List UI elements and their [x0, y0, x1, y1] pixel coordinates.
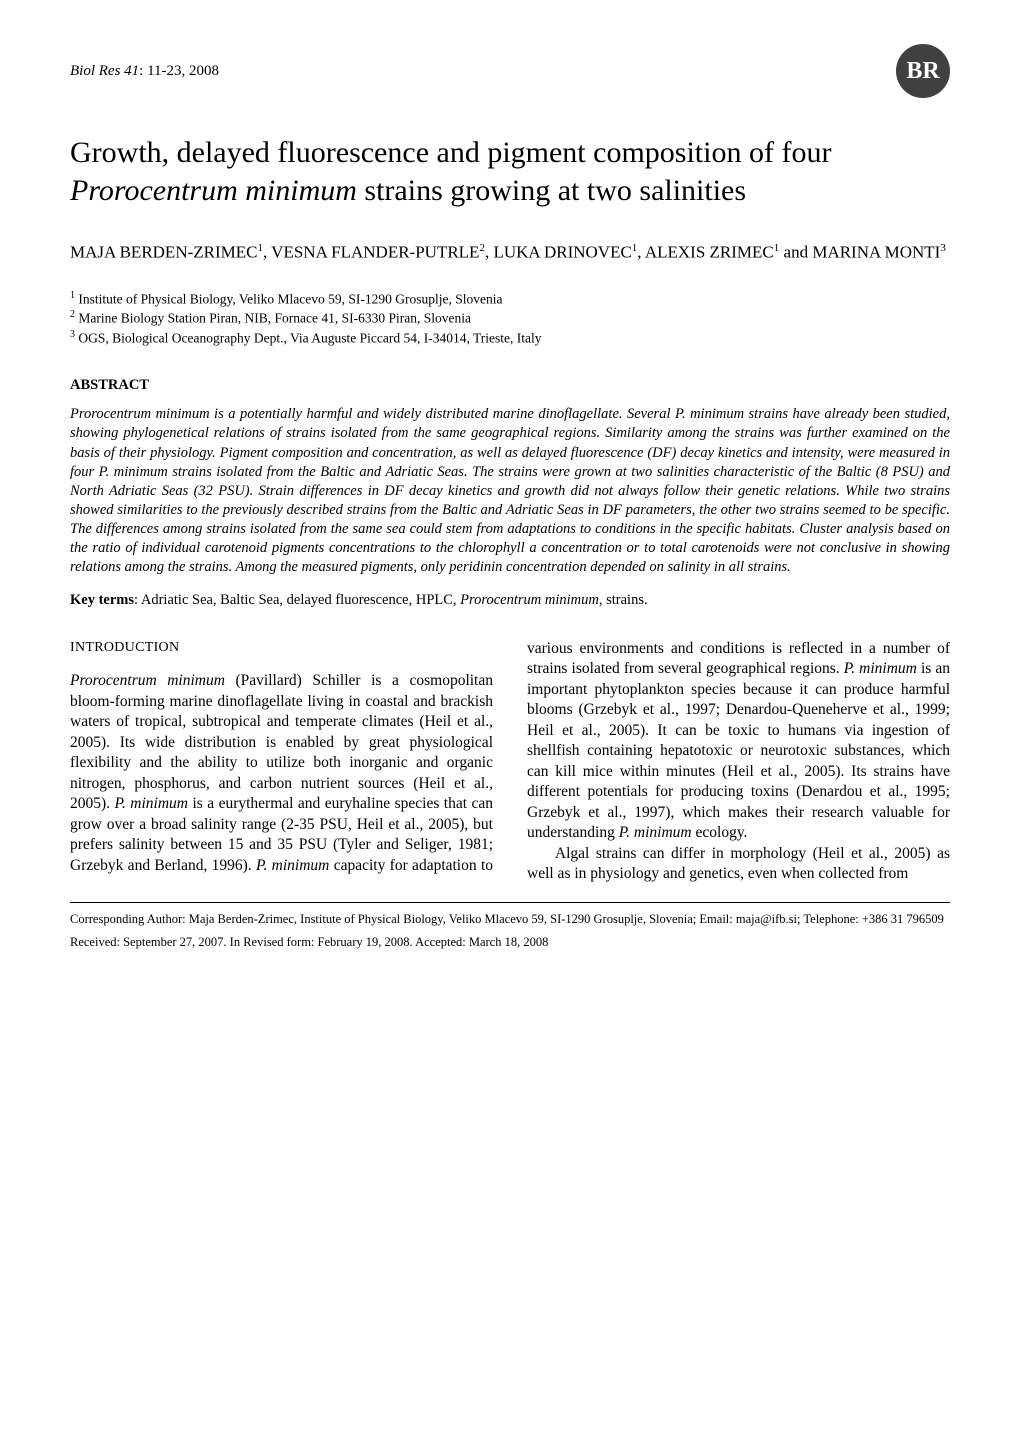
keywords-block: Key terms: Adriatic Sea, Baltic Sea, del…	[70, 591, 950, 611]
abstract-heading: ABSTRACT	[70, 376, 950, 396]
intro-p1-sp5: P. minimum	[619, 824, 692, 841]
intro-p1-sp4: P. minimum	[844, 660, 917, 677]
title-post: strains growing at two salinities	[357, 174, 746, 207]
title-species: Prorocentrum minimum	[70, 174, 357, 207]
keywords-label: Key terms	[70, 592, 134, 608]
keywords-pre: : Adriatic Sea, Baltic Sea, delayed fluo…	[134, 592, 460, 608]
author-2: , VESNA FLANDER-PUTRLE	[263, 243, 479, 262]
intro-p1-t4: is an important phytoplankton species be…	[527, 660, 950, 841]
aff-1-text: Institute of Physical Biology, Veliko Ml…	[75, 291, 502, 306]
author-1: MAJA BERDEN-ZRIMEC	[70, 243, 257, 262]
intro-p1-sp3: P. minimum	[256, 857, 329, 874]
author-4: , ALEXIS ZRIMEC	[637, 243, 773, 262]
corresponding-author: Corresponding Author: Maja Berden-Zrimec…	[70, 911, 950, 928]
affiliation-2: 2 Marine Biology Station Piran, NIB, For…	[70, 308, 950, 328]
keywords-post: , strains.	[599, 592, 648, 608]
abstract-body: Prorocentrum minimum is a potentially ha…	[70, 405, 950, 577]
footnotes-block: Corresponding Author: Maja Berden-Zrimec…	[70, 911, 950, 951]
intro-paragraph-2: Algal strains can differ in morphology (…	[527, 844, 950, 885]
article-body: INTRODUCTION Prorocentrum minimum (Pavil…	[70, 639, 950, 884]
introduction-heading: INTRODUCTION	[70, 639, 493, 657]
journal-name: Biol Res 41	[70, 63, 139, 79]
aff-3-text: OGS, Biological Oceanography Dept., Via …	[75, 331, 542, 346]
affiliation-3: 3 OGS, Biological Oceanography Dept., Vi…	[70, 328, 950, 348]
authors-block: MAJA BERDEN-ZRIMEC1, VESNA FLANDER-PUTRL…	[70, 241, 950, 265]
author-3: , LUKA DRINOVEC	[485, 243, 632, 262]
intro-p1-t5: ecology.	[692, 824, 748, 841]
br-logo-icon: BR	[896, 44, 950, 98]
intro-p1-t1: (Pavillard) Schiller is a cosmopolitan b…	[70, 672, 493, 812]
affiliations-block: 1 Institute of Physical Biology, Veliko …	[70, 289, 950, 348]
journal-pages: : 11-23, 2008	[139, 63, 219, 79]
intro-p1-sp1: Prorocentrum minimum	[70, 672, 225, 689]
journal-citation: Biol Res 41: 11-23, 2008	[70, 61, 219, 81]
title-pre: Growth, delayed fluorescence and pigment…	[70, 136, 831, 169]
intro-p1-sp2: P. minimum	[115, 795, 189, 812]
author-5-sup: 3	[940, 242, 946, 254]
article-title: Growth, delayed fluorescence and pigment…	[70, 134, 950, 209]
br-logo-text: BR	[906, 55, 939, 87]
affiliation-1: 1 Institute of Physical Biology, Veliko …	[70, 289, 950, 309]
running-head: Biol Res 41: 11-23, 2008 BR	[70, 44, 950, 98]
received-dates: Received: September 27, 2007. In Revised…	[70, 934, 950, 951]
footnote-rule	[70, 902, 950, 903]
author-5: and MARINA MONTI	[779, 243, 940, 262]
keywords-italic: Prorocentrum minimum	[460, 592, 599, 608]
aff-2-text: Marine Biology Station Piran, NIB, Forna…	[75, 311, 471, 326]
